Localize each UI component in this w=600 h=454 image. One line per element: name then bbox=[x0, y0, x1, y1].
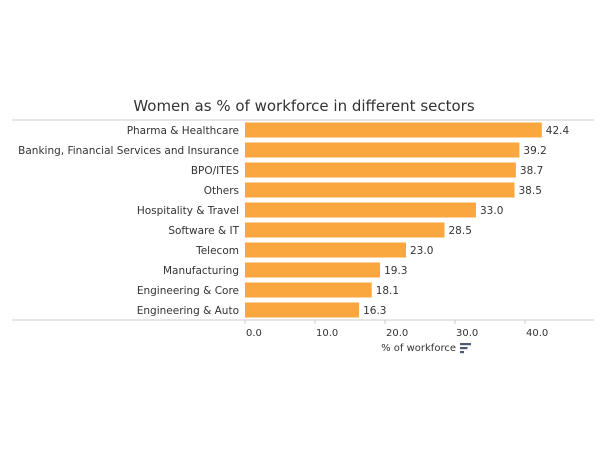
bar[interactable] bbox=[245, 302, 360, 318]
chart-title: Women as % of workforce in different sec… bbox=[133, 97, 475, 115]
category-label: Hospitality & Travel bbox=[137, 205, 239, 217]
value-label: 23.0 bbox=[410, 245, 433, 257]
sort-descending-icon[interactable] bbox=[460, 343, 471, 354]
x-tick-label: 30.0 bbox=[456, 328, 478, 339]
x-tick-label: 10.0 bbox=[316, 328, 338, 339]
category-label: Banking, Financial Services and Insuranc… bbox=[18, 145, 239, 157]
category-label: Telecom bbox=[195, 245, 239, 257]
value-label: 39.2 bbox=[523, 145, 546, 157]
value-label: 38.5 bbox=[519, 185, 542, 197]
bar[interactable] bbox=[245, 122, 542, 138]
bar[interactable] bbox=[245, 262, 381, 278]
bar[interactable] bbox=[245, 202, 476, 218]
x-tick-label: 0.0 bbox=[246, 328, 262, 339]
value-label: 19.3 bbox=[384, 265, 407, 277]
bar[interactable] bbox=[245, 242, 406, 258]
category-label: Software & IT bbox=[168, 225, 239, 237]
bar[interactable] bbox=[245, 222, 445, 238]
value-label: 42.4 bbox=[546, 125, 570, 137]
value-label: 28.5 bbox=[449, 225, 472, 237]
category-label: Manufacturing bbox=[163, 265, 239, 277]
x-tick-label: 40.0 bbox=[526, 328, 548, 339]
value-label: 16.3 bbox=[363, 305, 386, 317]
category-label: Pharma & Healthcare bbox=[127, 125, 239, 137]
bar[interactable] bbox=[245, 282, 372, 298]
x-tick-label: 20.0 bbox=[386, 328, 408, 339]
category-label: Others bbox=[204, 185, 239, 197]
bar[interactable] bbox=[245, 142, 520, 158]
x-axis-label: % of workforce bbox=[381, 343, 456, 354]
bar[interactable] bbox=[245, 162, 516, 178]
category-label: BPO/ITES bbox=[191, 165, 239, 177]
category-label: Engineering & Core bbox=[137, 285, 239, 297]
value-label: 38.7 bbox=[520, 165, 543, 177]
value-label: 18.1 bbox=[376, 285, 399, 297]
value-label: 33.0 bbox=[480, 205, 503, 217]
category-label: Engineering & Auto bbox=[137, 305, 239, 317]
bar[interactable] bbox=[245, 182, 515, 198]
